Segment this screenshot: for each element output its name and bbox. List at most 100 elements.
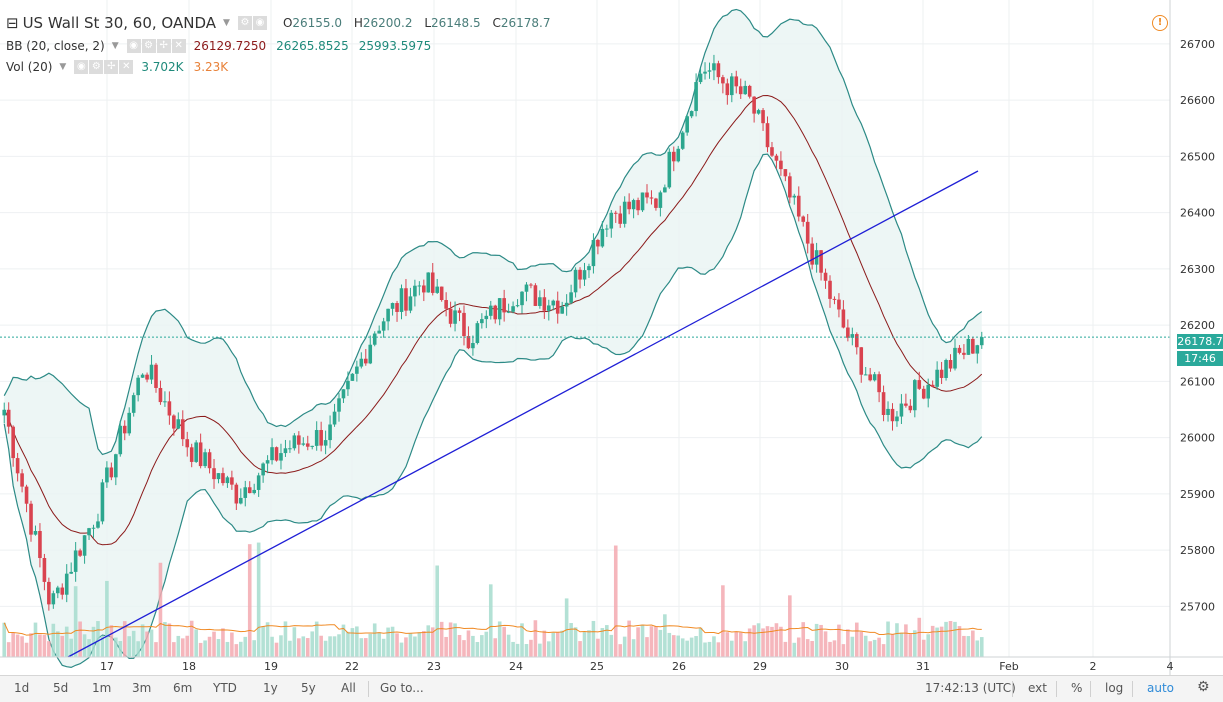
candle-body — [386, 308, 390, 322]
range-3m[interactable]: 3m — [132, 681, 152, 695]
auto-toggle[interactable]: auto — [1147, 681, 1175, 695]
volume-bar — [42, 634, 47, 657]
volume-bar — [261, 626, 265, 657]
bb-basis-line — [3, 94, 983, 546]
warning-icon[interactable]: ! — [1152, 15, 1168, 31]
candle-body — [448, 308, 453, 324]
volume-bar — [859, 631, 864, 657]
candle-body — [578, 269, 582, 280]
range-all[interactable]: All — [341, 681, 356, 695]
gear-icon[interactable]: ⚙ — [1197, 679, 1210, 695]
candle-body — [524, 284, 529, 292]
ext-toggle[interactable]: ext — [1028, 681, 1047, 695]
candle-body — [435, 286, 440, 293]
volume-bar — [904, 624, 908, 657]
bb-lower-line — [3, 153, 983, 669]
bb-fill — [4, 9, 982, 668]
range-1d[interactable]: 1d — [14, 681, 30, 695]
percent-toggle[interactable]: % — [1071, 681, 1083, 695]
bb-legend: BB (20, close, 2) ▼ ◉ ⚙ ✢ ✕ 26129.7250 2626… — [6, 39, 431, 53]
volume-bar — [805, 639, 810, 657]
candle-body — [828, 280, 832, 299]
candle-body — [305, 443, 310, 447]
candle-body — [82, 535, 87, 556]
volume-bar — [640, 624, 645, 657]
volume-bar — [105, 580, 109, 657]
y-tick-label: 26200 — [1180, 319, 1215, 332]
candle-body — [297, 435, 301, 445]
volume-bar — [774, 623, 779, 657]
volume-bar — [297, 638, 301, 657]
candle-body — [395, 303, 399, 312]
volume-bar — [971, 630, 975, 657]
range-ytd[interactable]: YTD — [213, 681, 237, 695]
chevron-down-icon[interactable]: ▼ — [59, 62, 67, 72]
volume-bar — [453, 623, 457, 657]
volume-bar — [520, 623, 524, 657]
candle-body — [618, 213, 623, 224]
legend-buttons[interactable]: ⚙ ◉ — [237, 16, 267, 30]
candle-body — [569, 292, 573, 303]
volume-bar — [511, 641, 515, 657]
range-6m[interactable]: 6m — [173, 681, 193, 695]
candle-body — [645, 192, 649, 198]
candle-body — [774, 155, 779, 161]
candle-body — [515, 305, 520, 307]
range-1m[interactable]: 1m — [92, 681, 112, 695]
candle-body — [466, 336, 471, 349]
volume-bar — [127, 636, 132, 657]
x-tick-label: 2 — [1090, 660, 1097, 673]
collapse-icon[interactable]: ⊟ — [6, 14, 19, 32]
range-5d[interactable]: 5d — [53, 681, 69, 695]
candle-body — [904, 403, 908, 406]
candle-body — [109, 467, 114, 478]
candle-body — [560, 306, 564, 314]
candle-body — [676, 148, 681, 162]
volume-bar — [73, 586, 78, 657]
utc-clock[interactable]: 17:42:13 (UTC) — [925, 681, 1016, 695]
volume-bar — [962, 635, 966, 657]
trendline — [67, 170, 979, 658]
volume-bar — [82, 634, 87, 657]
candle-body — [444, 300, 448, 309]
vol-buttons[interactable]: ◉ ⚙ ✢ ✕ — [74, 60, 134, 74]
volume-bar — [288, 640, 292, 657]
candle-body — [413, 285, 417, 297]
candle-body — [399, 288, 404, 312]
candle-body — [203, 452, 207, 467]
chevron-down-icon[interactable]: ▼ — [111, 41, 119, 51]
ohlc-low-label: L — [424, 16, 432, 30]
volume-bar — [631, 639, 636, 657]
volume-bar — [279, 635, 283, 657]
candle-body — [591, 239, 596, 267]
close-icon: ✕ — [119, 60, 134, 74]
volume-bar — [944, 621, 948, 657]
goto-button[interactable]: Go to... — [380, 681, 424, 695]
candle-body — [185, 439, 190, 448]
chevron-down-icon[interactable]: ▼ — [223, 18, 230, 28]
volume-bar — [55, 631, 60, 657]
candle-body — [694, 82, 698, 112]
range-5y[interactable]: 5y — [301, 681, 316, 695]
log-toggle[interactable]: log — [1105, 681, 1124, 695]
volume-bar — [20, 636, 24, 657]
candle-body — [29, 503, 33, 535]
candle-body — [301, 443, 306, 445]
volume-bar — [841, 644, 846, 657]
volume-bar — [546, 641, 551, 657]
volume-bar — [573, 627, 578, 657]
volume-bar — [930, 625, 935, 657]
candle-body — [149, 364, 154, 380]
toolbar-divider — [1132, 681, 1133, 697]
volume-bar — [2, 622, 7, 657]
ohlc-high: 26200.2 — [362, 16, 413, 30]
candle-body — [854, 334, 859, 348]
volume-bar — [355, 626, 359, 657]
toolbar-divider — [1090, 681, 1091, 697]
range-1y[interactable]: 1y — [263, 681, 278, 695]
y-tick-label: 26400 — [1180, 207, 1215, 220]
candle-body — [78, 550, 82, 556]
bb-buttons[interactable]: ◉ ⚙ ✢ ✕ — [126, 39, 186, 53]
volume-bar — [908, 634, 913, 657]
